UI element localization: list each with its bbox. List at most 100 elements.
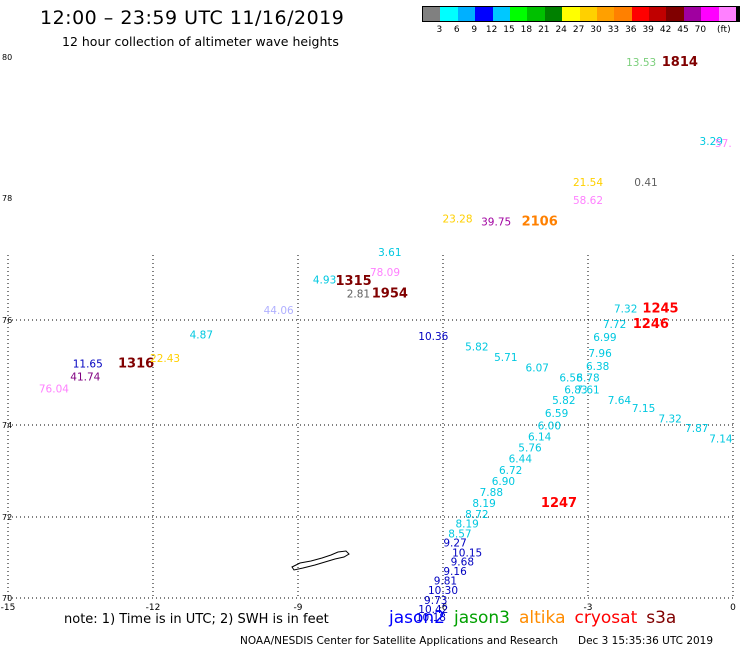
color-tick-label: 3 <box>436 25 443 35</box>
wave-height-label: 8.19 <box>455 519 478 531</box>
wave-height-label: 5.76 <box>518 443 542 455</box>
pass-time-label: 1954 <box>372 286 408 301</box>
pass-time-label: 1315 <box>335 274 371 289</box>
color-swatch <box>596 7 615 21</box>
wave-height-label: 10.18 <box>416 612 446 624</box>
color-swatch <box>423 7 441 21</box>
color-tick-label: 45 <box>677 25 689 35</box>
wave-height-label: 9.81 <box>434 576 457 588</box>
wave-height-label: 8.72 <box>465 509 488 521</box>
wave-height-label: 6.58 <box>559 372 582 384</box>
color-tick-label: 36 <box>625 25 637 35</box>
wave-height-label: 44.06 <box>264 305 294 317</box>
map-grid <box>7 255 734 599</box>
color-swatch <box>562 7 580 21</box>
wave-height-label: 6.90 <box>492 476 515 488</box>
wave-height-label: 9.27 <box>443 538 466 550</box>
color-tick-label: (ft) <box>717 25 731 35</box>
x-axis-label: -9 <box>294 603 303 613</box>
axis-labels: -15 -12 -9 -6 -3 0 80 78 76 74 72 70 <box>1 53 736 613</box>
wave-height-label: 41.74 <box>70 371 100 383</box>
pass-time-label: 1316 <box>118 356 154 371</box>
color-tick-label: 33 <box>607 25 620 35</box>
wave-height-label: 78.09 <box>370 267 400 279</box>
color-tick-label: 27 <box>572 25 585 35</box>
wave-height-label: 6.14 <box>528 432 552 444</box>
wave-height-label: 6.44 <box>509 454 533 466</box>
color-swatch <box>718 7 737 21</box>
wave-height-label: 58.62 <box>573 195 603 207</box>
color-tick-label: 6 <box>453 25 460 35</box>
color-tick-label: 18 <box>520 25 533 35</box>
y-axis-label: 76 <box>2 316 12 325</box>
wave-height-label: 10.36 <box>418 331 448 343</box>
credit-text: NOAA/NESDIS Center for Satellite Applica… <box>240 635 558 647</box>
wave-height-label: 3.61 <box>378 247 401 259</box>
wave-height-label: 2.81 <box>347 288 370 300</box>
wave-height-label: 7.32 <box>658 413 681 425</box>
color-scale-legend: 3 6 9 12 15 18 21 24 27 30 33 36 39 42 45 70 (ft) <box>422 6 740 39</box>
wave-height-label: 7.14 <box>709 433 733 445</box>
x-axis-label: -15 <box>1 603 16 613</box>
wave-height-label: 6.59 <box>545 408 568 420</box>
pass-time-label: 1246 <box>633 317 669 332</box>
wave-height-label: 6.99 <box>593 332 616 344</box>
wave-height-label: 23.28 <box>442 213 472 225</box>
wave-height-label: 3.29 <box>700 136 723 148</box>
legend-entry: altika <box>519 608 566 628</box>
wave-height-label: 4.87 <box>190 329 213 341</box>
coastline <box>291 550 350 571</box>
color-tick-label: 30 <box>590 25 602 35</box>
wave-height-label: 22.43 <box>150 353 180 365</box>
y-axis-label: 78 <box>2 194 12 203</box>
legend-entry: s3a <box>646 608 677 628</box>
wave-height-label: 10.30 <box>428 585 458 597</box>
wave-height-label: 6.00 <box>538 421 561 433</box>
wave-height-label: 7.64 <box>608 395 632 407</box>
color-swatch <box>614 7 632 21</box>
color-swatches <box>422 6 740 22</box>
wave-height-label: 13.53 <box>626 57 656 69</box>
legend-entry: jason2 <box>389 608 445 628</box>
page-subtitle: 12 hour collection of altimeter wave hei… <box>62 34 339 49</box>
wave-height-label: 57. <box>715 138 732 150</box>
pass-time-label: 1245 <box>642 302 678 317</box>
color-swatch <box>440 7 458 21</box>
wave-height-label: 7.32 <box>614 304 637 316</box>
wave-height-label: 7.96 <box>588 348 612 360</box>
legend-entry: jason3 <box>454 608 510 628</box>
wave-height-label: 6.38 <box>586 361 609 373</box>
x-axis-label: -6 <box>439 603 448 613</box>
wave-height-label: 76.04 <box>39 383 69 395</box>
credit-date: Dec 3 15:35:36 UTC 2019 <box>578 635 714 647</box>
wave-height-label: 8.19 <box>472 498 495 510</box>
wave-height-label: 10.15 <box>452 547 482 559</box>
color-swatch <box>509 7 528 21</box>
color-swatch <box>492 7 510 21</box>
wave-height-label: 21.54 <box>573 177 603 189</box>
wave-height-label: 7.15 <box>632 403 655 415</box>
color-tick-label: 70 <box>694 25 707 35</box>
color-tick-label: 15 <box>503 25 515 35</box>
pass-time-label: 1814 <box>662 55 698 70</box>
wave-height-label: 7.72 <box>603 319 626 331</box>
color-swatch <box>457 7 476 21</box>
color-swatch <box>631 7 650 21</box>
wave-height-label: 7.61 <box>576 385 599 397</box>
color-tick-label: 42 <box>659 25 672 35</box>
x-axis-label: -12 <box>146 603 161 613</box>
color-swatch <box>666 7 684 21</box>
wave-height-label: 6.78 <box>576 372 599 384</box>
wave-height-label: 6.72 <box>499 465 522 477</box>
wave-height-label: 4.93 <box>313 274 336 286</box>
y-axis-label: 70 <box>2 594 12 603</box>
page-title: 12:00 – 23:59 UTC 11/16/2019 <box>40 7 345 29</box>
wave-height-label: 9.16 <box>443 566 467 578</box>
color-swatch <box>649 7 667 21</box>
legend-entry: cryosat <box>574 608 638 628</box>
color-tick-label: 21 <box>538 25 550 35</box>
y-axis-label: 74 <box>2 421 12 430</box>
wave-height-label: 7.88 <box>480 487 503 499</box>
color-tick-labels: 3 6 9 12 15 18 21 24 27 30 33 36 39 42 45 70 (ft) <box>422 25 740 39</box>
